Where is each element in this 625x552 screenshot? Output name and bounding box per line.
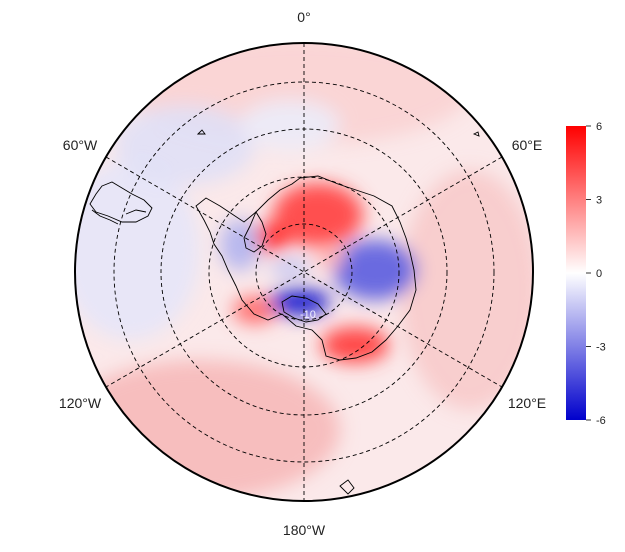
colorbar-tick-label: 0	[596, 268, 602, 280]
warm-anomaly-center	[316, 248, 344, 268]
outer-warm-east	[400, 170, 533, 410]
south-america-coastline	[89, 181, 153, 223]
cool-anomaly-west	[220, 219, 260, 271]
lon-label-0: 0°	[297, 9, 310, 25]
outer-cool-northwest	[115, 105, 255, 185]
outer-cool-north	[240, 100, 340, 150]
colorbar: 6 3 0 -3 -6	[566, 121, 606, 427]
colorbar-ramp	[566, 126, 586, 420]
polygon-label: -10	[300, 309, 316, 321]
coastlines	[89, 129, 480, 495]
latitude-circle-1	[255, 223, 353, 321]
warm-anomaly-north	[273, 183, 363, 247]
map-boundary	[74, 42, 534, 502]
latitude-circle-4	[113, 81, 495, 463]
antarctic-peninsula-coastline	[243, 211, 267, 253]
lon-label-120e: 120°E	[508, 395, 546, 411]
colorbar-tick-label: 3	[596, 195, 602, 207]
lon-label-60e: 60°E	[512, 137, 543, 153]
cool-anomaly-east	[333, 240, 417, 300]
cool-anomaly-center	[270, 258, 310, 278]
antarctica-coastline	[195, 175, 417, 361]
lon-label-120w: 120°W	[59, 395, 102, 411]
sub-antarctic-island-1	[196, 129, 206, 135]
graticule	[105, 43, 503, 501]
sub-antarctic-island-2	[472, 131, 480, 137]
meridian-60e-120w	[105, 156, 503, 388]
colorbar-tick-label: -3	[596, 342, 606, 354]
warm-anomaly-ross	[321, 327, 389, 363]
colorbar-ticks	[586, 125, 591, 421]
lon-label-60w: 60°W	[63, 137, 98, 153]
tierra-del-fuego-islands	[91, 209, 147, 225]
new-zealand-island	[339, 479, 355, 495]
cool-anomaly-ross-sea	[270, 288, 330, 316]
outer-cool-west	[75, 160, 200, 340]
colorbar-tick-label: -6	[596, 415, 606, 427]
meridian-60w-120e	[105, 156, 503, 388]
colorbar-tick-label: 6	[596, 121, 602, 133]
ross-ice-shelf-edge	[281, 295, 327, 323]
lon-label-180w: 180°W	[283, 522, 326, 538]
